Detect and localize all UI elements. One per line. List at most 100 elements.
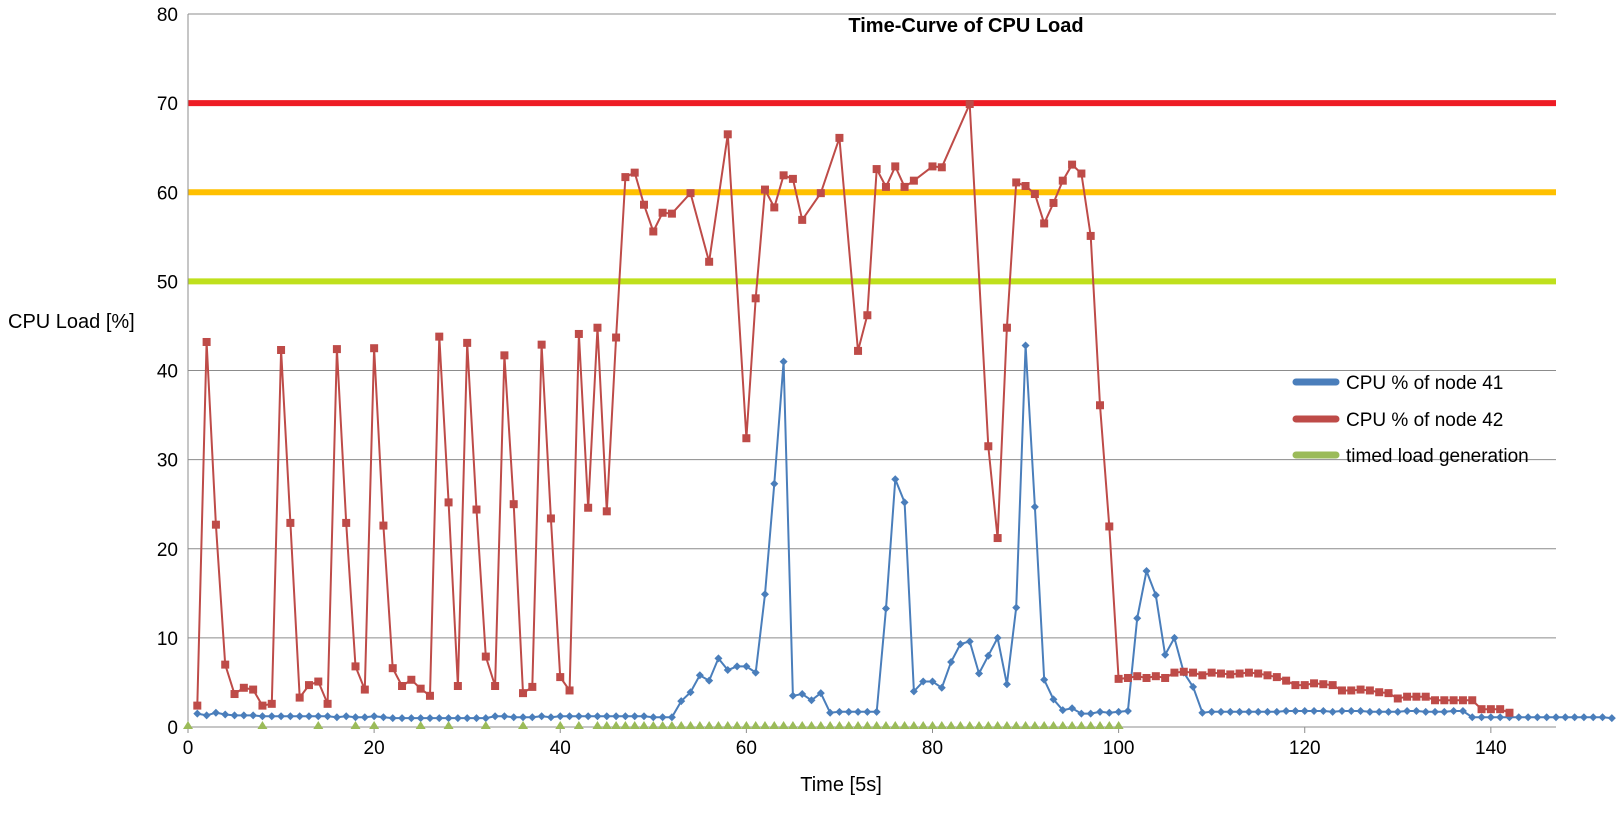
data-point [965,100,974,109]
data-point [1058,706,1067,715]
data-point [379,713,388,722]
data-point [1375,688,1384,697]
data-point [1365,686,1374,695]
data-point [927,721,938,729]
chart-title: Time-Curve of CPU Load [848,15,1083,37]
data-point [193,709,202,718]
data-point [1505,708,1514,717]
data-point [1263,671,1272,680]
data-point [1057,721,1068,729]
data-point [1189,682,1198,691]
data-point [863,707,872,716]
data-point [1477,713,1486,722]
legend-label: CPU % of node 41 [1346,373,1503,394]
data-point [779,357,788,366]
data-point [947,657,956,666]
data-point [975,669,984,678]
data-point [1542,713,1551,722]
data-point [1431,707,1440,716]
data-point [611,721,622,729]
data-point [313,721,324,729]
data-point [304,681,313,690]
data-point [992,721,1003,729]
data-point [565,712,574,721]
data-point [899,721,910,729]
data-point [760,185,769,194]
data-point [918,721,929,729]
data-point [694,721,705,729]
series-2 [193,100,1514,717]
data-point [1058,176,1067,185]
data-point [1235,669,1244,678]
data-point [880,721,891,729]
data-point [369,721,380,729]
data-point [239,711,248,720]
data-point [472,714,481,723]
data-point [584,503,593,512]
data-point [1310,706,1319,715]
data-point [1458,696,1467,705]
data-point [1328,707,1337,716]
data-point [1133,672,1142,681]
data-point [370,344,379,353]
axes: 0 10 20 30 40 50 60 70 80 0 20 40 60 80 100 120 140 [157,5,1556,759]
data-point [370,712,379,721]
y-tick-label: 60 [157,183,178,204]
data-point [1440,696,1449,705]
data-point [491,682,500,691]
data-point [695,671,704,680]
data-point [787,721,798,729]
data-point [230,690,239,699]
data-point [435,332,444,341]
data-point [1524,713,1533,722]
data-point [1496,713,1505,722]
data-point [658,713,667,722]
data-point [1002,323,1011,332]
data-point [1226,707,1235,716]
data-point [1291,681,1300,690]
data-point [909,176,918,185]
data-point [350,721,361,729]
legend-label: timed load generation [1346,446,1529,467]
data-point [1431,696,1440,705]
data-point [537,340,546,349]
data-point [286,518,295,527]
data-point [666,721,677,729]
threshold-lines [188,100,1556,285]
data-point [1300,706,1309,715]
data-point [1347,686,1356,695]
data-point [528,713,537,722]
data-point [612,712,621,721]
data-point [816,189,825,198]
data-point [993,633,1002,642]
data-point [537,712,546,721]
data-point [480,721,491,729]
data-point [1142,673,1151,682]
data-point [974,721,985,729]
data-point [379,521,388,530]
data-point [1020,721,1031,729]
data-point [1001,721,1012,729]
data-point [1282,706,1291,715]
data-point [1570,713,1579,722]
data-point [872,165,881,174]
data-point [732,721,743,729]
data-point [1412,706,1421,715]
data-point [230,711,239,720]
data-point [1449,696,1458,705]
data-point [1375,707,1384,716]
data-point [779,171,788,180]
data-point [183,721,193,729]
data-point [360,713,369,722]
data-point [593,323,602,332]
data-point [807,696,816,705]
data-point [964,721,975,729]
y-tick-label: 50 [157,272,178,293]
data-point [714,654,723,663]
data-point [453,714,462,723]
data-point [1030,502,1039,511]
data-point [1319,706,1328,715]
data-point [854,707,863,716]
data-point [1412,692,1421,701]
